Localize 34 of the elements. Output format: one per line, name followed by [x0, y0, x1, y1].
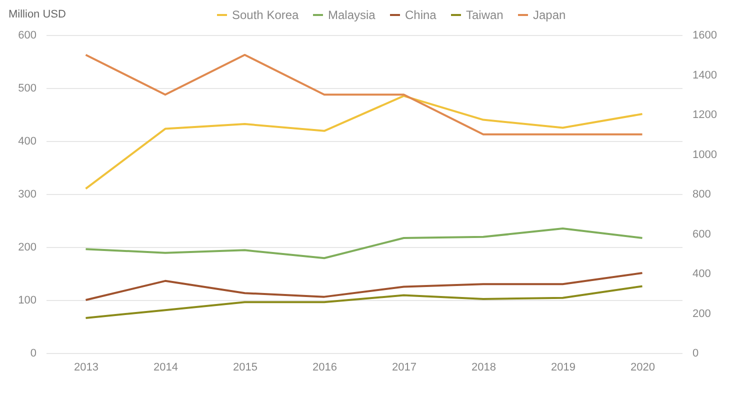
y2-tick-label: 400	[692, 268, 711, 280]
y-tick-label: 400	[18, 136, 36, 148]
line-series	[84, 285, 644, 320]
y2-tick-label: 1400	[692, 69, 717, 82]
x-tick-label: 2018	[472, 362, 496, 374]
y2-tick-label: 800	[692, 188, 711, 200]
legend-label: Malaysia	[328, 8, 376, 22]
legend-label: Taiwan	[466, 8, 504, 22]
x-tick-label: 2017	[392, 362, 416, 374]
y-axis-title: Million USD	[8, 8, 66, 20]
x-tick-label: 2013	[74, 362, 98, 374]
y-tick-label: 100	[18, 294, 36, 306]
line-series	[84, 272, 644, 301]
y-tick-label: 0	[30, 348, 36, 360]
y2-tick-label: 0	[692, 348, 699, 360]
x-tick-label: 2014	[154, 362, 178, 374]
x-tick-label: 2015	[233, 362, 258, 374]
y-tick-label: 500	[18, 82, 36, 94]
y2-tick-label: 1600	[692, 30, 717, 42]
line-series	[84, 227, 644, 260]
line-series	[84, 94, 644, 190]
y2-tick-label: 1200	[692, 109, 717, 121]
y2-tick-label: 600	[692, 228, 711, 240]
y2-tick-label: 1000	[692, 148, 717, 161]
y-tick-label: 300	[18, 188, 36, 200]
y-tick-label: 200	[18, 242, 36, 254]
y-tick-label: 600	[18, 30, 36, 42]
x-tick-label: 2020	[630, 362, 655, 374]
x-tick-label: 2019	[551, 362, 576, 374]
legend-label: China	[405, 8, 437, 22]
legend-label: South Korea	[232, 8, 300, 22]
y2-tick-label: 200	[692, 308, 711, 320]
legend-label: Japan	[533, 8, 566, 22]
x-tick-label: 2016	[312, 362, 337, 374]
